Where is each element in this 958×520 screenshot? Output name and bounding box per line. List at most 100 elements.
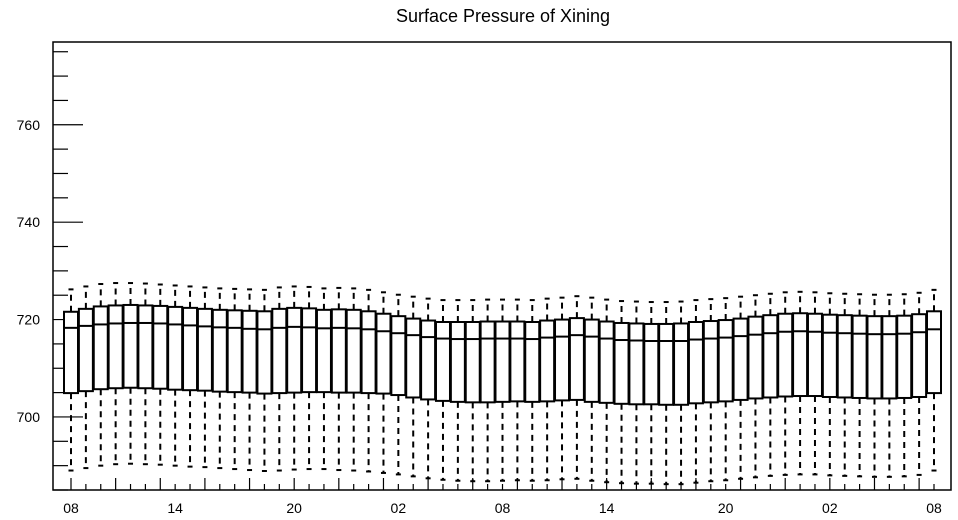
box-series [63,282,942,486]
box-body [420,319,437,401]
box-item [92,283,109,467]
box-body [568,317,585,401]
box-body [92,305,109,391]
box-item [479,298,496,483]
box-body [747,315,764,400]
box-item [360,288,377,473]
box-body [762,314,779,399]
box-body [315,308,332,394]
box-item [613,300,630,485]
box-item [554,296,571,481]
box-item [315,287,332,471]
box-item [375,291,392,474]
plot-frame [52,41,952,491]
y-tick-label: 720 [17,312,41,328]
box-item [405,295,422,478]
box-item [196,286,213,469]
box-item [449,299,466,482]
box-item [211,287,228,470]
box-item [762,292,779,477]
box-body [806,312,823,398]
box-body [673,322,690,406]
box-body [494,320,511,403]
box-body [196,307,213,392]
box-body [405,317,422,399]
box-body [598,320,615,404]
box-item [167,284,184,467]
box-body [911,313,928,398]
box-item [806,291,823,476]
box-body [330,308,347,394]
box-body [583,318,600,403]
axis-ticks: 700 720 740 760 08 14 20 02 08 14 20 02 08 [17,51,942,516]
box-body [658,322,675,406]
box-item [390,293,407,476]
box-body [464,321,481,404]
box-body [182,306,199,392]
box-item [107,282,124,466]
box-item [330,286,347,472]
box-item [226,287,243,471]
box-item [301,285,318,471]
box-item [851,293,868,478]
box-body [732,317,749,401]
box-body [63,310,79,395]
box-body [926,310,942,395]
box-item [286,285,303,471]
box-item [182,285,199,468]
box-body [301,307,318,394]
box-item [926,288,942,472]
y-tick-label: 700 [17,409,41,425]
box-item [732,295,749,480]
box-item [702,298,719,483]
box-item [673,300,690,486]
box-item [494,298,511,482]
box-body [554,318,571,402]
x-tick-label: 02 [391,500,407,516]
box-item [583,296,600,482]
box-body [687,321,704,405]
box-item [345,287,362,472]
box-body [390,315,407,397]
box-body [167,305,184,391]
box-body [479,320,496,404]
chart-title: Surface Pressure of Xining [396,6,610,26]
box-body [702,320,719,404]
x-tick-label: 20 [286,500,302,516]
box-body [539,319,556,403]
box-body [509,320,526,403]
box-body [777,312,794,398]
box-body [628,322,645,406]
box-body [256,310,273,395]
box-body [613,321,630,405]
x-tick-label: 14 [167,500,183,516]
x-tick-label: 08 [63,500,79,516]
box-item [524,299,541,482]
x-tick-label: 08 [495,500,511,516]
box-item [434,299,451,481]
box-body [866,315,883,400]
box-item [420,297,437,480]
box-item [658,301,675,486]
box-body [107,304,124,390]
box-body [643,322,660,406]
box-body [271,307,288,395]
box-item [122,282,139,465]
box-body [211,308,228,393]
box-item [687,299,704,484]
box-item [896,293,913,478]
box-item [881,293,898,478]
box-item [137,282,154,466]
box-body [524,321,541,403]
box-body [77,307,94,393]
box-body [717,319,734,403]
box-item [63,288,79,472]
box-item [241,288,258,472]
box-item [271,286,288,472]
x-tick-label: 14 [599,500,615,516]
box-item [836,292,853,477]
box-item [643,301,660,485]
box-item [717,297,734,482]
box-item [568,295,585,480]
